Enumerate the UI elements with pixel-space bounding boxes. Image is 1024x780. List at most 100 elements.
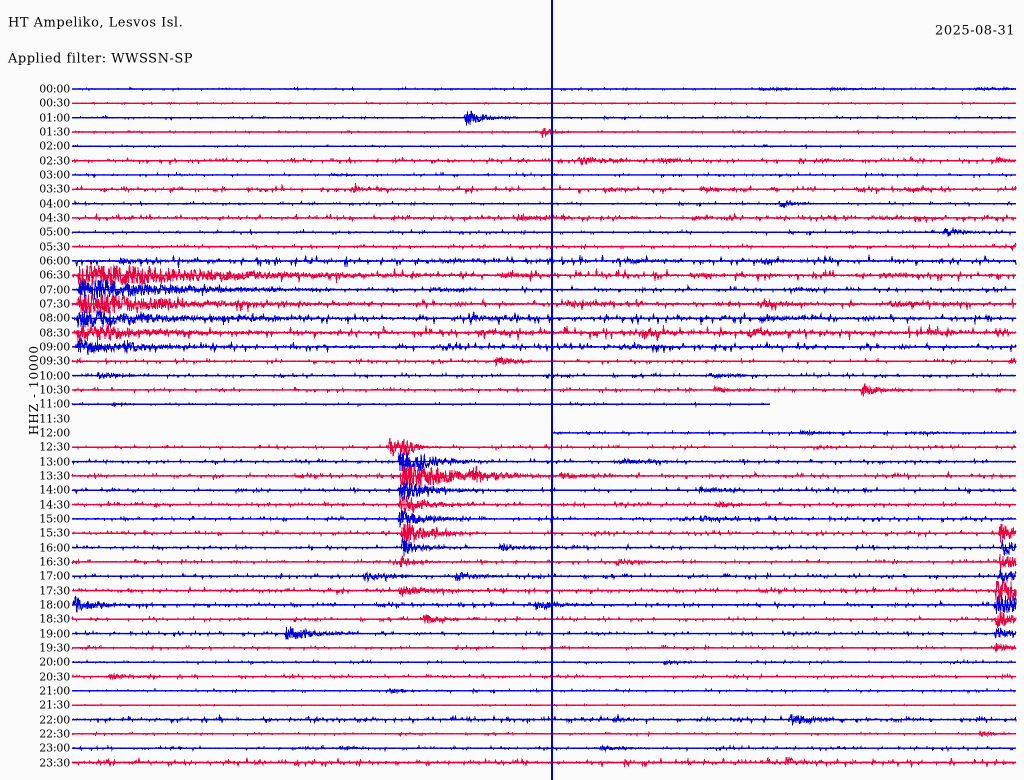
time-label: 21:00 xyxy=(39,684,70,698)
trace-line xyxy=(71,594,1017,614)
trace-line xyxy=(71,371,1017,380)
trace-line xyxy=(71,171,1017,179)
trace-line xyxy=(71,337,1017,356)
time-label: 23:00 xyxy=(39,741,70,755)
time-label: 16:00 xyxy=(39,541,70,555)
applied-filter-label: Applied filter: WWSSN-SP xyxy=(8,51,193,67)
time-label: 17:00 xyxy=(39,569,70,583)
date-label: 2025-08-31 xyxy=(935,23,1015,39)
trace-line xyxy=(71,730,1017,738)
trace-line xyxy=(71,480,1017,500)
time-label: 14:00 xyxy=(39,483,70,497)
time-label: 18:00 xyxy=(39,598,70,612)
trace-line xyxy=(71,323,1017,342)
time-label: 12:00 xyxy=(39,426,70,440)
time-label: 08:00 xyxy=(39,311,70,325)
trace-line xyxy=(71,309,1017,328)
trace-line xyxy=(71,568,1017,584)
trace-line xyxy=(71,85,1017,93)
trace-line xyxy=(71,714,1017,726)
trace-line xyxy=(71,672,1017,681)
time-label: 22:00 xyxy=(39,713,70,727)
time-label: 09:30 xyxy=(39,354,70,368)
trace-line xyxy=(71,580,1017,601)
trace-line xyxy=(71,226,1017,237)
time-label: 02:00 xyxy=(39,139,70,153)
trace-line xyxy=(552,428,1017,438)
time-label: 06:00 xyxy=(39,254,70,268)
trace-line xyxy=(71,279,1017,300)
time-label: 19:00 xyxy=(39,627,70,641)
trace-line xyxy=(71,703,1016,708)
trace-line xyxy=(71,254,1017,269)
time-label: 20:00 xyxy=(39,655,70,669)
trace-line xyxy=(71,143,1017,150)
time-label: 02:30 xyxy=(39,154,70,168)
time-label: 07:00 xyxy=(39,283,70,297)
trace-line xyxy=(71,554,1017,571)
time-label: 13:30 xyxy=(39,469,70,483)
trace-line xyxy=(72,100,1017,106)
trace-line xyxy=(71,452,1017,471)
time-axis-labels: 00:00 00:30 01:00 01:30 02:00 02:30 03:00 03:30… xyxy=(0,0,70,780)
trace-line xyxy=(71,199,1017,209)
trace-line xyxy=(71,495,1016,514)
trace-line xyxy=(71,626,1017,640)
time-label: 03:30 xyxy=(39,182,70,196)
time-label: 04:00 xyxy=(39,197,70,211)
trace-line xyxy=(71,400,771,408)
time-label: 20:30 xyxy=(39,670,70,684)
time-label: 21:30 xyxy=(39,698,70,712)
time-label: 05:30 xyxy=(39,240,70,254)
trace-line xyxy=(71,510,1017,528)
time-label: 01:30 xyxy=(39,125,70,139)
trace-line xyxy=(71,611,1017,628)
trace-line xyxy=(71,182,1017,195)
trace-line xyxy=(71,465,1017,487)
time-label: 08:30 xyxy=(39,326,70,340)
time-label: 05:00 xyxy=(39,225,70,239)
time-label: 07:30 xyxy=(39,297,70,311)
trace-line xyxy=(71,658,1017,667)
time-label: 17:30 xyxy=(39,584,70,598)
trace-line xyxy=(71,110,1017,126)
time-label: 11:30 xyxy=(39,412,70,426)
time-label: 14:30 xyxy=(39,498,70,512)
trace-line xyxy=(71,294,1017,314)
trace-line xyxy=(71,537,1017,557)
time-label: 13:00 xyxy=(39,455,70,469)
trace-line xyxy=(71,156,1017,167)
time-label: 18:30 xyxy=(39,612,70,626)
time-label: 15:00 xyxy=(39,512,70,526)
time-label: 03:00 xyxy=(39,168,70,182)
time-label: 22:30 xyxy=(39,727,70,741)
time-label: 19:30 xyxy=(39,641,70,655)
time-label: 10:00 xyxy=(39,369,70,383)
station-title: HT Ampeliko, Lesvos Isl. xyxy=(8,15,184,31)
trace-line xyxy=(71,128,1017,138)
trace-line xyxy=(71,523,1017,543)
time-label: 11:00 xyxy=(39,397,70,411)
time-label: 15:30 xyxy=(39,526,70,540)
trace-line xyxy=(71,756,1017,768)
time-label: 00:00 xyxy=(39,82,70,96)
trace-line xyxy=(71,686,1017,695)
time-label: 06:30 xyxy=(39,268,70,282)
time-label: 23:30 xyxy=(39,756,70,769)
trace-line xyxy=(71,383,1017,397)
time-label: 09:00 xyxy=(39,340,70,354)
trace-line xyxy=(71,744,1017,753)
time-label: 00:30 xyxy=(39,96,70,110)
time-label: 12:30 xyxy=(39,440,70,454)
trace-line xyxy=(71,642,1017,653)
trace-line xyxy=(71,263,1017,287)
time-label: 04:30 xyxy=(39,211,70,225)
time-label: 01:00 xyxy=(39,111,70,125)
trace-line xyxy=(71,437,1017,457)
time-label: 10:30 xyxy=(39,383,70,397)
trace-line xyxy=(71,212,1017,223)
